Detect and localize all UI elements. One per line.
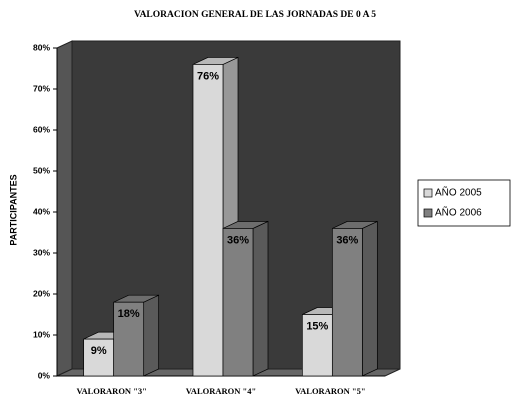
bar <box>192 64 224 377</box>
x-tick-label: VALORARON "5" <box>295 386 365 396</box>
data-label: 15% <box>306 320 328 332</box>
y-tick-label: 70% <box>33 83 50 93</box>
x-tick-label: VALORARON "3" <box>76 386 146 396</box>
y-tick-label: 50% <box>33 165 50 175</box>
side-wall <box>56 40 73 377</box>
y-tick-label: 20% <box>33 288 50 298</box>
bar <box>301 314 333 377</box>
bar <box>222 228 254 377</box>
y-tick-label: 80% <box>33 42 50 52</box>
x-tick-label: VALORARON "4" <box>186 386 256 396</box>
chart-title: VALORACION GENERAL DE LAS JORNADAS DE 0 … <box>134 10 376 20</box>
bar-side <box>361 220 378 377</box>
legend-label: AÑO 2006 <box>435 206 482 219</box>
data-label: 76% <box>197 70 219 82</box>
legend-box <box>417 179 511 227</box>
data-label: 36% <box>336 234 358 246</box>
legend-label: AÑO 2005 <box>435 186 482 199</box>
y-tick-label: 40% <box>33 206 50 216</box>
bar <box>113 301 145 377</box>
data-label: 36% <box>227 234 249 246</box>
legend-swatch <box>423 188 433 198</box>
data-label: 18% <box>118 308 140 320</box>
y-tick-label: 30% <box>33 247 50 257</box>
y-tick-label: 60% <box>33 124 50 134</box>
y-tick-label: 0% <box>38 370 51 380</box>
y-tick-label: 10% <box>33 329 50 339</box>
bar <box>331 228 363 377</box>
legend-swatch <box>423 208 433 218</box>
bar-side <box>252 220 269 377</box>
data-label: 9% <box>91 345 107 357</box>
bar-side <box>143 294 160 377</box>
y-axis-label: PARTICIPANTES <box>8 174 18 245</box>
